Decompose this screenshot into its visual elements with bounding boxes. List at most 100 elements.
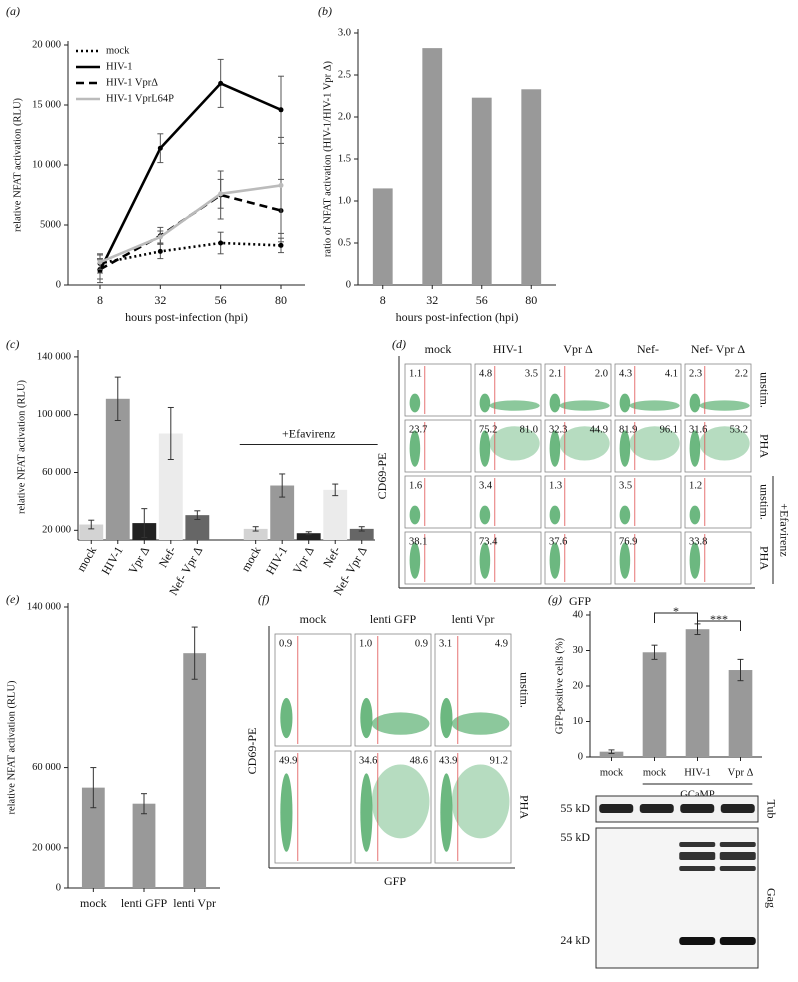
event-cloud (371, 764, 430, 839)
bar (372, 188, 393, 285)
event-cloud (619, 430, 631, 467)
event-cloud (479, 505, 491, 525)
protein-label: Gag (764, 888, 778, 908)
y-axis-title: GFP-positive cells (%) (554, 637, 565, 734)
quadrant-value: 43.9 (439, 755, 457, 766)
bar (642, 652, 667, 757)
quadrant-value: 23.7 (409, 424, 427, 435)
event-cloud (549, 430, 561, 467)
y-tick-label: 60 000 (32, 762, 61, 773)
panel-label: (d) (392, 337, 406, 351)
legend-label: mock (106, 45, 130, 56)
x-tick-label: HIV-1 (99, 544, 126, 577)
x-tick-label: 56 (476, 293, 488, 307)
y-axis-title: relative NFAT activation (RLU) (6, 680, 17, 815)
event-cloud (549, 393, 561, 413)
y-tick-label: 30 (573, 645, 584, 656)
x-tick-label: 8 (97, 293, 103, 307)
legend-label: HIV-1 (106, 61, 132, 72)
quadrant-value: 75.2 (479, 424, 497, 435)
bar (685, 629, 710, 757)
y-tick-label: 5000 (40, 219, 61, 230)
point (157, 248, 163, 254)
event-cloud (409, 542, 421, 579)
band (639, 804, 674, 813)
event-cloud (489, 426, 540, 461)
column-label: Nef- Vpr Δ (691, 342, 745, 356)
bar (105, 398, 130, 540)
band (679, 866, 716, 871)
quadrant-value: 38.1 (409, 536, 427, 547)
quadrant-value: 31.6 (689, 424, 707, 435)
column-label: lenti GFP (370, 612, 417, 626)
quadrant-value: 0.9 (415, 638, 428, 649)
x-tick-label: lenti Vpr (173, 896, 216, 910)
quadrant-value: 4.3 (619, 368, 632, 379)
event-cloud (409, 393, 421, 413)
point (157, 145, 163, 151)
band (599, 804, 634, 813)
marker-label: 24 kD (560, 933, 590, 947)
y-tick-label: 10 000 (32, 159, 61, 170)
bar (471, 97, 492, 286)
column-label: Nef- (637, 342, 659, 356)
quadrant-value: 2.0 (595, 368, 608, 379)
event-cloud (559, 426, 610, 461)
blot-gag (595, 827, 759, 969)
point (157, 234, 163, 240)
y-tick-label: 20 000 (32, 39, 61, 50)
quadrant-value: 4.9 (495, 638, 508, 649)
y-tick-label: 2.5 (338, 69, 351, 80)
row-label: PHA (757, 546, 771, 570)
y-tick-label: 100 000 (37, 409, 71, 420)
x-tick-label: mock (643, 767, 667, 778)
y-tick-label: 140 000 (37, 351, 71, 362)
event-cloud (440, 773, 453, 852)
x-axis-title: hours post-infection (hpi) (396, 310, 519, 324)
band (680, 804, 715, 813)
bar (132, 803, 156, 888)
band (719, 937, 756, 945)
x-tick-label: HIV-1 (684, 767, 710, 778)
event-cloud (559, 400, 610, 411)
y-tick-label: 140 000 (27, 601, 61, 612)
bar (81, 787, 105, 888)
x-tick-label: mock (238, 544, 263, 574)
column-label: mock (300, 612, 327, 626)
bar (599, 751, 624, 757)
y-tick-label: 2.0 (338, 111, 351, 122)
event-cloud (489, 400, 540, 411)
band (719, 852, 756, 860)
event-cloud (619, 542, 631, 579)
column-label: HIV-1 (493, 342, 523, 356)
bar (185, 515, 210, 540)
quadrant-value: 81.0 (520, 424, 538, 435)
quadrant-value: 48.6 (410, 755, 428, 766)
point (218, 240, 224, 246)
row-label: PHA (517, 795, 531, 819)
point (218, 80, 224, 86)
event-cloud (689, 505, 701, 525)
event-cloud (371, 712, 430, 735)
panel-label: (b) (318, 4, 332, 18)
event-cloud (699, 400, 750, 411)
x-tick-label: mock (74, 544, 99, 574)
significance-label: *** (710, 612, 728, 626)
x-tick-label: 80 (275, 293, 287, 307)
significance-bracket (654, 612, 698, 623)
quadrant-value: 3.5 (525, 368, 538, 379)
flow-plot (614, 475, 682, 529)
bar (158, 433, 183, 540)
column-label: lenti Vpr (452, 612, 495, 626)
x-tick-label: mock (600, 767, 624, 778)
x-tick-label: Vpr Δ (728, 767, 754, 778)
column-label: Vpr Δ (563, 342, 593, 356)
point (278, 107, 284, 113)
row-label: unstim. (757, 372, 771, 408)
point (278, 242, 284, 248)
y-tick-label: 0 (56, 882, 61, 893)
event-cloud (629, 400, 680, 411)
quadrant-value: 53.2 (730, 424, 748, 435)
event-cloud (451, 764, 510, 839)
